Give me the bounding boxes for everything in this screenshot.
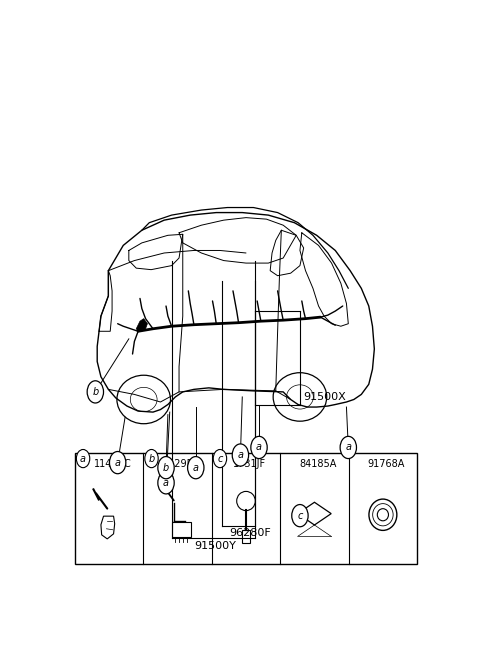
Text: a: a: [345, 442, 351, 453]
Circle shape: [188, 457, 204, 479]
Text: a: a: [80, 453, 86, 464]
Text: a: a: [193, 462, 199, 473]
Text: b: b: [163, 462, 169, 473]
Circle shape: [145, 449, 158, 468]
Text: 96280F: 96280F: [229, 528, 271, 539]
Text: a: a: [115, 458, 120, 468]
Circle shape: [158, 457, 174, 479]
Circle shape: [213, 449, 227, 468]
Circle shape: [87, 380, 104, 403]
Bar: [75, 453, 417, 564]
Circle shape: [340, 436, 357, 459]
Circle shape: [292, 504, 308, 527]
Polygon shape: [136, 319, 147, 331]
Text: 91768A: 91768A: [368, 459, 405, 468]
Text: 91500Y: 91500Y: [194, 541, 236, 551]
Bar: [241, 530, 251, 543]
Circle shape: [158, 472, 174, 494]
Text: a: a: [238, 450, 243, 460]
Text: c: c: [217, 453, 223, 464]
Text: 1141AC: 1141AC: [94, 459, 132, 468]
Text: 91500X: 91500X: [304, 392, 347, 402]
Circle shape: [251, 436, 267, 459]
Text: c: c: [297, 510, 302, 521]
Text: 1731JF: 1731JF: [233, 459, 266, 468]
Text: b: b: [92, 387, 98, 397]
Circle shape: [76, 449, 90, 468]
Text: b: b: [148, 453, 155, 464]
Bar: [172, 522, 191, 537]
Circle shape: [232, 444, 249, 466]
Text: 84185A: 84185A: [299, 459, 336, 468]
Text: a: a: [163, 478, 169, 488]
Text: a: a: [256, 442, 262, 453]
Circle shape: [109, 451, 126, 474]
Text: 1129EE: 1129EE: [163, 459, 199, 468]
